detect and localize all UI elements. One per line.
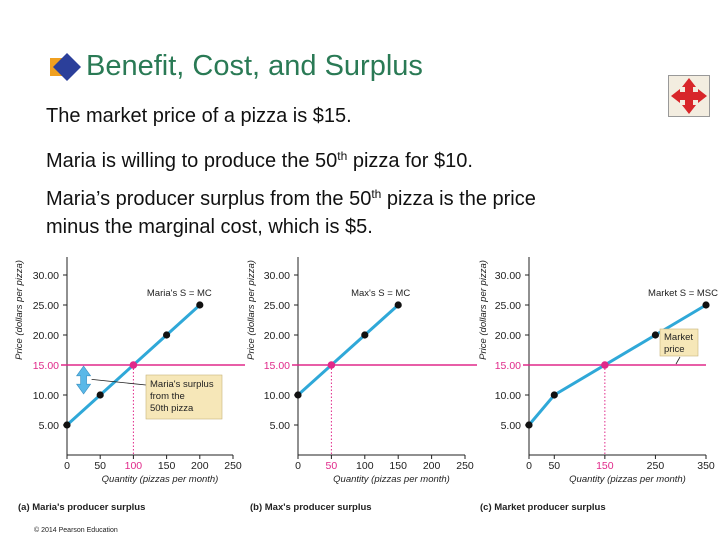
x-tick-label: 250 [647,460,665,472]
callout-text: Maria's surplus [150,379,214,390]
x-tick-label: 250 [456,460,474,472]
price-tick-label: 15.00 [33,360,59,372]
curve-label: Maria's S = MC [147,288,212,299]
paragraph-text: The market price of a pizza is $15. [46,105,352,127]
paragraph-market-price: The market price of a pizza is $15. [46,102,352,130]
x-tick-label: 0 [295,460,301,472]
equilibrium-point [601,361,609,369]
paragraph-maria-willing: Maria is willing to produce the 50th piz… [46,147,473,175]
y-tick-label: 25.00 [33,300,59,312]
supply-curve [296,303,400,397]
diamond-bullet-icon [50,53,81,81]
supply-point [361,331,369,339]
curve-label: Market S = MSC [648,288,718,299]
paragraph-surplus-line-1: Maria’s producer surplus from the 50th p… [46,185,536,213]
equilibrium-point [327,361,336,369]
slide-title: Benefit, Cost, and Surplus [86,50,423,82]
x-axis-title: Quantity (pizzas per month) [569,474,686,485]
market-price-leader [675,356,681,365]
paragraph-text: pizza is the price [381,188,536,210]
y-tick-label: 10.00 [264,390,290,402]
x-tick-label: 0 [64,460,70,472]
equilibrium-point [129,361,138,369]
x-tick-label: 0 [526,460,532,472]
superscript: th [337,149,348,163]
paragraph-text: Maria’s producer surplus from the 50 [46,188,372,210]
x-tick-label: 200 [423,460,441,472]
panel-caption: (c) Market producer surplus [480,502,606,513]
x-tick-label: 50 [326,460,338,472]
supply-point [525,421,533,429]
panel-caption: (a) Maria's producer surplus [18,502,145,513]
y-axis-title: Price (dollars per pizza) [14,260,25,360]
supply-point [96,391,104,399]
market-price-callout-box [659,328,699,357]
callout-leader [91,379,147,386]
market-price-callout-text: price [664,344,685,355]
x-axis-title: Quantity (pizzas per month) [102,474,219,485]
y-axis-title: Price (dollars per pizza) [478,260,489,360]
callout-text: 50th pizza [150,403,194,414]
four-way-arrows-icon[interactable] [668,75,710,117]
supply-point [63,421,71,429]
paragraph-surplus-line-2: minus the marginal cost, which is $5. [46,213,373,241]
x-tick-label: 50 [548,460,560,472]
x-tick-label: 150 [389,460,407,472]
paragraph-text: minus the marginal cost, which is $5. [46,216,373,238]
supply-point [196,301,204,309]
y-tick-label: 20.00 [495,330,521,342]
x-tick-label: 150 [158,460,176,472]
price-tick-label: 15.00 [495,360,521,372]
x-tick-label: 100 [125,460,143,472]
paragraph-text: Maria is willing to produce the 50 [46,150,338,172]
panel-caption: (b) Max's producer surplus [250,502,372,513]
supply-point [394,301,402,309]
y-tick-label: 20.00 [33,330,59,342]
curve-label: Max's S = MC [351,288,410,299]
x-tick-label: 200 [191,460,209,472]
callout-box [145,374,223,420]
y-tick-label: 5.00 [270,420,291,432]
y-tick-label: 20.00 [264,330,290,342]
y-tick-label: 30.00 [33,270,59,282]
x-tick-label: 250 [224,460,242,472]
supply-point [294,391,302,399]
supply-point [550,391,558,399]
x-tick-label: 100 [356,460,374,472]
price-tick-label: 15.00 [264,360,290,372]
x-tick-label: 150 [596,460,614,472]
surplus-arrow-icon [76,365,92,395]
y-tick-label: 25.00 [495,300,521,312]
y-tick-label: 30.00 [495,270,521,282]
y-tick-label: 10.00 [33,390,59,402]
x-tick-label: 350 [697,460,715,472]
y-tick-label: 25.00 [264,300,290,312]
y-tick-label: 30.00 [264,270,290,282]
superscript: th [371,187,382,201]
paragraph-text: pizza for $10. [347,150,473,172]
y-tick-label: 10.00 [495,390,521,402]
callout-text: from the [150,391,185,402]
y-tick-label: 5.00 [501,420,522,432]
x-axis-title: Quantity (pizzas per month) [333,474,450,485]
supply-point [651,331,660,339]
y-axis-title: Price (dollars per pizza) [246,260,257,360]
x-tick-label: 50 [94,460,106,472]
copyright-notice: © 2014 Pearson Education [34,527,118,534]
market-price-callout-text: Market [664,332,693,343]
supply-point [702,301,710,309]
supply-point [163,331,171,339]
y-tick-label: 5.00 [39,420,60,432]
